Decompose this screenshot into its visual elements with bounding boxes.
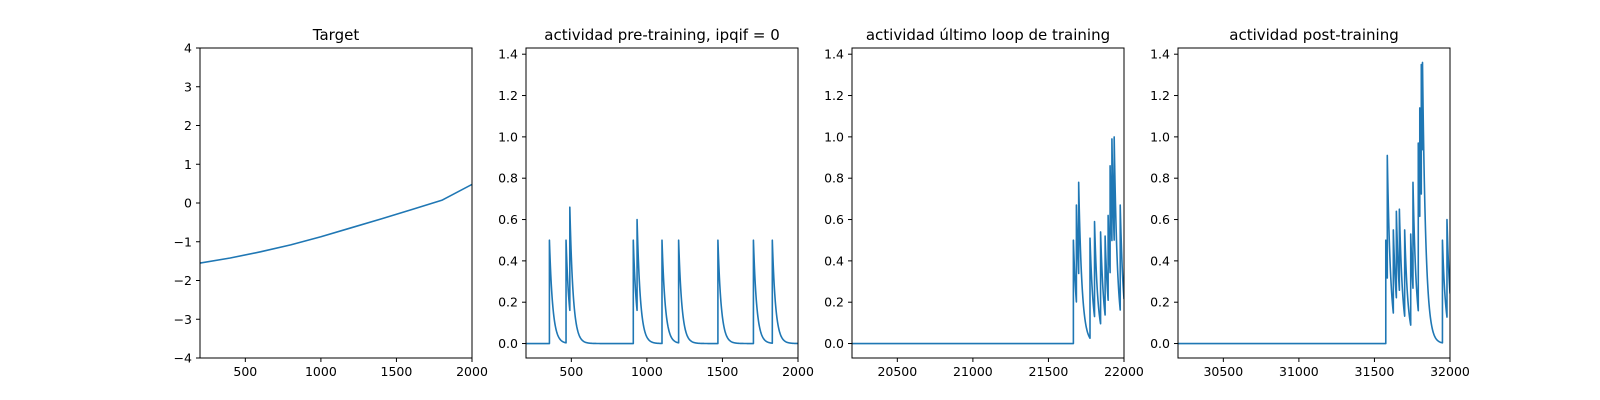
y-tick-label: 1.0	[498, 129, 518, 144]
y-tick-label: 0.8	[824, 171, 844, 186]
y-tick-label: 0.2	[498, 295, 518, 310]
y-tick-label: 0.4	[824, 253, 844, 268]
y-tick-label: 0.4	[498, 253, 518, 268]
y-tick-label: 3	[184, 79, 192, 94]
y-tick-label: 1.2	[824, 88, 844, 103]
x-tick-label: 22000	[1104, 364, 1144, 379]
x-tick-label: 21000	[953, 364, 993, 379]
y-tick-label: 0	[184, 196, 192, 211]
x-tick-label: 2000	[782, 364, 814, 379]
x-tick-label: 31000	[1279, 364, 1319, 379]
y-tick-label: −2	[174, 273, 192, 288]
x-tick-label: 1000	[305, 364, 337, 379]
panel-post-training: actividad post-training 30500 31000 31500 3…	[1150, 26, 1470, 379]
x-tick-label: 500	[559, 364, 583, 379]
y-tick-label: 0.6	[824, 212, 844, 227]
y-tick-label: −4	[174, 351, 192, 366]
series-line	[852, 136, 1124, 345]
y-tick-label: 0.8	[498, 171, 518, 186]
y-tick-label: −3	[174, 312, 192, 327]
x-tick-label: 31500	[1355, 364, 1395, 379]
x-tick-label: 1500	[381, 364, 413, 379]
y-tick-label: 0.4	[1150, 253, 1170, 268]
axes-frame	[525, 47, 799, 359]
y-tick-label: 1.0	[1150, 129, 1170, 144]
axes-frame	[851, 47, 1125, 359]
series-line	[526, 206, 798, 345]
x-tick-label: 1000	[631, 364, 663, 379]
panel-last-training-loop: actividad último loop de training 20500 2…	[824, 26, 1144, 379]
y-tick-label: 1.4	[498, 47, 518, 62]
panel-pre-training: actividad pre-training, ipqif = 0 500 100…	[498, 26, 814, 379]
y-tick-label: 0.8	[1150, 171, 1170, 186]
series-line	[200, 183, 472, 264]
y-tick-label: 1.4	[824, 47, 844, 62]
y-tick-label: 1.4	[1150, 47, 1170, 62]
y-tick-label: 0.0	[498, 336, 518, 351]
x-tick-label: 2000	[456, 364, 488, 379]
x-tick-label: 32000	[1430, 364, 1470, 379]
y-tick-label: 0.6	[1150, 212, 1170, 227]
y-tick-label: 0.0	[1150, 336, 1170, 351]
x-tick-label: 500	[233, 364, 257, 379]
y-tick-label: 0.2	[824, 295, 844, 310]
y-tick-label: 2	[184, 118, 192, 133]
y-tick-label: 0.2	[1150, 295, 1170, 310]
panel-title: actividad pre-training, ipqif = 0	[544, 26, 780, 44]
axes-frame	[1177, 47, 1451, 359]
x-tick-label: 21500	[1029, 364, 1069, 379]
panel-title: actividad post-training	[1229, 26, 1398, 44]
x-tick-label: 30500	[1203, 364, 1243, 379]
x-tick-label: 20500	[877, 364, 917, 379]
y-tick-label: 1.2	[498, 88, 518, 103]
y-tick-label: 4	[184, 41, 192, 56]
series-line	[1178, 61, 1450, 345]
y-tick-label: 0.0	[824, 336, 844, 351]
y-tick-label: 1	[184, 157, 192, 172]
y-tick-label: 0.6	[498, 212, 518, 227]
x-tick-label: 1500	[707, 364, 739, 379]
y-tick-label: −1	[174, 234, 192, 249]
y-tick-label: 1.0	[824, 129, 844, 144]
panel-target: Target 500 1000 1500 2000 −4 −3 −2 −1 0 1 2 3 4	[174, 26, 488, 379]
panel-title: Target	[312, 26, 360, 44]
panel-title: actividad último loop de training	[866, 26, 1110, 44]
y-tick-label: 1.2	[1150, 88, 1170, 103]
